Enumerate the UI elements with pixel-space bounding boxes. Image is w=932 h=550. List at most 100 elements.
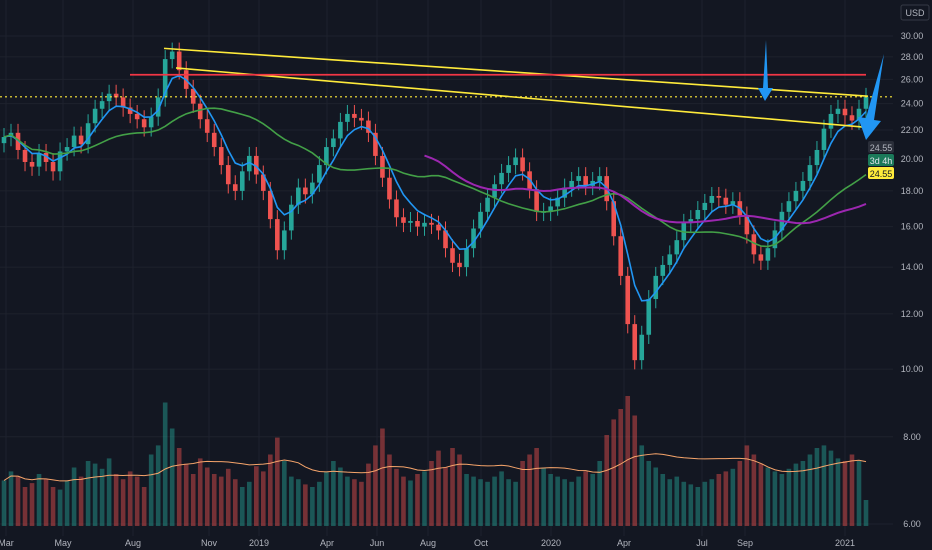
down-arrow-icon <box>758 40 773 101</box>
volume-bar <box>772 471 778 526</box>
candle-body <box>569 180 574 188</box>
candle-body <box>436 224 441 231</box>
candle-body <box>155 97 161 117</box>
y-tick-label: 20.00 <box>901 154 924 164</box>
volume-bar <box>842 461 848 526</box>
volume-bar <box>758 463 764 526</box>
candle-body <box>253 155 259 175</box>
volume-bar <box>541 467 546 526</box>
candle-body <box>394 199 399 218</box>
volume-bar <box>744 445 750 526</box>
candle-body <box>646 299 652 335</box>
candle-body <box>723 197 729 205</box>
volume-bar <box>576 476 581 526</box>
volume-bar <box>253 466 259 526</box>
volume-bar <box>99 468 105 526</box>
volume-bar <box>555 476 560 526</box>
candle-body <box>50 161 56 172</box>
y-tick-label: 18.00 <box>901 186 924 196</box>
volume-bar <box>268 454 273 526</box>
candle-body <box>64 147 70 152</box>
candle-body <box>345 113 350 122</box>
volume-bar <box>183 463 189 526</box>
candle-body <box>555 197 560 207</box>
candle-body <box>211 132 217 148</box>
candle-body <box>422 222 427 227</box>
volume-bar <box>520 461 525 526</box>
lower-trendline[interactable] <box>175 67 867 129</box>
candle-body <box>520 157 525 172</box>
volume-bar <box>408 480 413 526</box>
x-tick-label: 2019 <box>249 538 269 548</box>
candle-body <box>92 108 98 124</box>
candle-body <box>275 219 280 251</box>
volume-bar <box>618 409 624 526</box>
candle-body <box>1 137 7 144</box>
x-tick-label: Apr <box>320 538 334 548</box>
candle-body <box>71 135 77 148</box>
volume-bar <box>282 461 287 526</box>
candle-body <box>401 217 406 223</box>
candle-body <box>282 230 287 251</box>
candle-body <box>268 190 273 220</box>
volume-bar <box>380 428 385 526</box>
y-tick-label: 30.00 <box>901 31 924 41</box>
volume-bar <box>793 463 799 526</box>
volume-bar <box>85 461 91 526</box>
volume-bar <box>225 468 231 526</box>
x-tick-label: May <box>54 538 72 548</box>
volume-bar <box>232 479 238 526</box>
candle-body <box>576 176 581 181</box>
candle-body <box>688 219 694 223</box>
candle-body <box>366 120 371 133</box>
ema-fast-line <box>3 74 867 302</box>
candle-series <box>1 42 869 370</box>
candle-body <box>751 234 757 255</box>
price-axis[interactable]: 30.00 28.00 26.00 24.00 22.00 20.00 18.00 16.00… <box>901 31 924 529</box>
y-tick-label: 22.00 <box>901 125 924 135</box>
volume-bar <box>275 437 280 526</box>
candle-body <box>492 184 497 198</box>
last-price-text: 24.55 <box>870 143 893 153</box>
candle-body <box>821 128 827 150</box>
candle-body <box>856 108 862 121</box>
moving-averages <box>3 74 867 302</box>
volume-bar <box>786 468 792 526</box>
volume-bar <box>436 450 441 526</box>
volume-bar <box>29 483 35 526</box>
volume-bar <box>513 481 518 526</box>
volume-bar <box>457 454 462 526</box>
candle-body <box>317 165 322 183</box>
candle-body <box>842 108 848 116</box>
volume-bar <box>856 461 862 526</box>
candle-body <box>471 228 476 249</box>
volume-bar <box>527 454 532 526</box>
candle-body <box>324 147 329 166</box>
volume-bar <box>366 463 371 526</box>
volume-bar <box>681 481 687 526</box>
candle-body <box>22 149 28 162</box>
volume-bar <box>324 471 329 526</box>
volume-bar <box>443 467 448 526</box>
volume-bar <box>401 476 406 526</box>
volume-bar <box>8 471 14 526</box>
volume-bar <box>646 461 652 526</box>
upper-trendline[interactable] <box>163 47 869 97</box>
y-tick-label: 10.00 <box>901 364 924 374</box>
candle-body <box>639 334 645 361</box>
volume-bar <box>422 471 427 526</box>
volume-bar <box>450 448 455 526</box>
y-tick-label: 12.00 <box>901 309 924 319</box>
volume-bar <box>22 487 28 526</box>
volume-bar <box>548 474 553 526</box>
candle-body <box>169 51 175 60</box>
x-tick-label: Nov <box>201 538 218 548</box>
candle-body <box>232 184 238 191</box>
y-tick-label: 6.00 <box>903 519 921 529</box>
volume-bar <box>478 479 483 526</box>
candle-body <box>148 116 154 128</box>
volume-bar <box>43 479 49 526</box>
time-axis[interactable]: Mar May Aug Nov 2019 Apr Jun Aug Oct 2020 Apr Jul Se… <box>0 538 855 548</box>
volume-bar <box>751 454 757 526</box>
